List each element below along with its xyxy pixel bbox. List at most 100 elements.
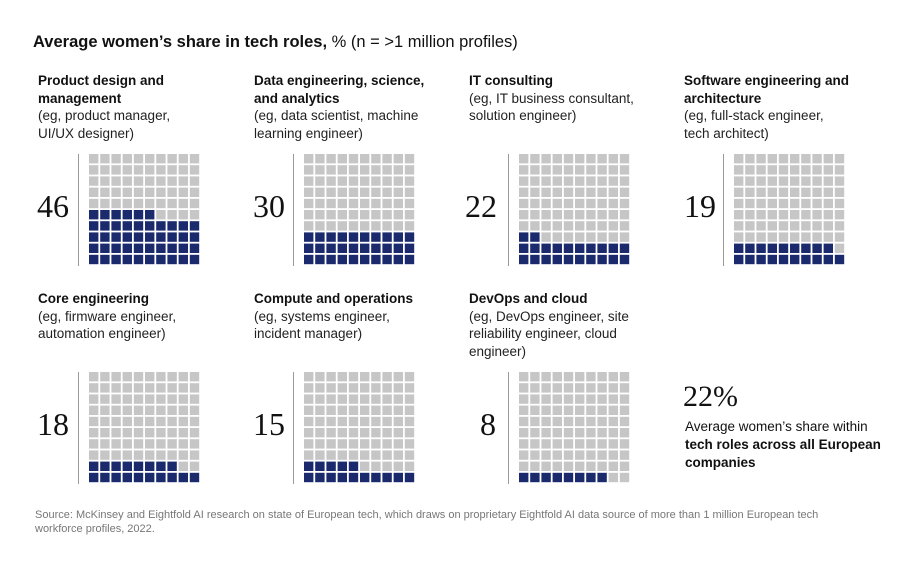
waffle-cell-empty [348, 165, 359, 175]
waffle-cell-empty [337, 394, 347, 404]
waffle-cell-empty [89, 165, 99, 175]
waffle-cell-empty [382, 383, 392, 393]
waffle-cell-empty [156, 383, 166, 393]
waffle-cell-empty [745, 221, 755, 231]
waffle-cell-empty [337, 187, 347, 197]
waffle-cell-empty [530, 394, 540, 404]
waffle-cell-empty [519, 405, 529, 415]
waffle-cell-filled [348, 243, 359, 253]
waffle-cell-empty [619, 221, 630, 231]
waffle-cell-empty [619, 210, 630, 220]
waffle-cell-empty [608, 187, 618, 197]
waffle-cell-empty [519, 187, 529, 197]
waffle-cell-empty [89, 187, 99, 197]
waffle-cell-empty [348, 383, 359, 393]
waffle-cell-empty [360, 221, 370, 231]
waffle-cell-filled [156, 221, 166, 231]
waffle-cell-filled [122, 461, 132, 471]
waffle-cell-filled [315, 232, 325, 242]
waffle-cell-filled [337, 254, 347, 265]
waffle-cell-filled [608, 254, 618, 265]
waffle-cell-empty [575, 232, 585, 242]
waffle-cell-empty [734, 210, 744, 220]
waffle-cell-empty [304, 416, 314, 427]
waffle-cell-filled [767, 243, 777, 253]
category-title: Compute and operations [254, 291, 414, 306]
waffle-cell-empty [767, 232, 777, 242]
waffle-cell-filled [304, 461, 314, 471]
waffle-cell-empty [89, 450, 99, 460]
waffle-cell-empty [586, 394, 596, 404]
waffle-cell-empty [348, 450, 359, 460]
waffle-cell-empty [100, 198, 110, 209]
waffle-cell-empty [167, 394, 177, 404]
waffle-cell-empty [619, 372, 630, 382]
waffle-cell-filled [348, 461, 359, 471]
waffle-cell-filled [778, 243, 789, 253]
waffle-cell-empty [382, 461, 392, 471]
waffle-cell-empty [382, 154, 392, 164]
waffle-cell-empty [156, 405, 166, 415]
waffle-cell-empty [393, 221, 403, 231]
waffle-cell-empty [393, 154, 403, 164]
waffle-cell-empty [337, 210, 347, 220]
waffle-cell-filled [530, 232, 540, 242]
waffle-cell-filled [337, 472, 347, 483]
waffle-cell-empty [801, 165, 811, 175]
waffle-cell-empty [382, 394, 392, 404]
waffle-cell-filled [89, 221, 99, 231]
waffle-cell-empty [315, 450, 325, 460]
waffle-cell-empty [519, 394, 529, 404]
waffle-cell-empty [519, 450, 529, 460]
waffle-cell-filled [756, 254, 766, 265]
waffle-cell-empty [541, 416, 551, 427]
waffle-cell-empty [371, 198, 381, 209]
waffle-cell-empty [111, 450, 121, 460]
waffle-cell-empty [145, 176, 155, 186]
waffle-cell-filled [122, 254, 132, 265]
waffle-cell-empty [189, 428, 200, 438]
waffle-cell-empty [393, 176, 403, 186]
waffle-cell-empty [156, 210, 166, 220]
waffle-cell-empty [167, 372, 177, 382]
waffle-cell-filled [734, 243, 744, 253]
waffle-cell-filled [360, 472, 370, 483]
waffle-cell-empty [304, 165, 314, 175]
category-subtitle: (eg, systems engineer, incident manager) [254, 308, 390, 342]
waffle-cell-filled [586, 254, 596, 265]
waffle-cell-empty [530, 210, 540, 220]
waffle-cell-filled [111, 472, 121, 483]
waffle-cell-empty [382, 372, 392, 382]
waffle-cell-empty [608, 394, 618, 404]
waffle-cell-empty [360, 165, 370, 175]
waffle-cell-empty [337, 154, 347, 164]
waffle-cell-empty [756, 232, 766, 242]
waffle-cell-filled [734, 254, 744, 265]
waffle-cell-empty [133, 428, 144, 438]
waffle-cell-empty [315, 405, 325, 415]
waffle-cell-empty [552, 221, 562, 231]
waffle-cell-empty [801, 198, 811, 209]
waffle-cell-filled [133, 254, 144, 265]
waffle-cell-empty [575, 428, 585, 438]
waffle-cell-filled [89, 210, 99, 220]
waffle-cell-filled [304, 472, 314, 483]
waffle-cell-empty [133, 154, 144, 164]
waffle-cell-empty [812, 221, 822, 231]
waffle-cell-empty [122, 165, 132, 175]
waffle-cell-filled [575, 472, 585, 483]
waffle-cell-empty [156, 372, 166, 382]
waffle-cell-empty [552, 176, 562, 186]
waffle-cell-empty [575, 165, 585, 175]
category-subtitle: (eg, DevOps engineer, site reliability e… [469, 308, 629, 359]
waffle-cell-filled [801, 243, 811, 253]
waffle-cell-filled [348, 254, 359, 265]
waffle-cell-empty [371, 428, 381, 438]
waffle-cell-filled [348, 232, 359, 242]
waffle-cell-empty [371, 372, 381, 382]
waffle-cell-filled [575, 254, 585, 265]
waffle-cell-empty [834, 232, 845, 242]
waffle-cell-empty [586, 187, 596, 197]
waffle-cell-empty [100, 383, 110, 393]
waffle-cell-filled [133, 210, 144, 220]
